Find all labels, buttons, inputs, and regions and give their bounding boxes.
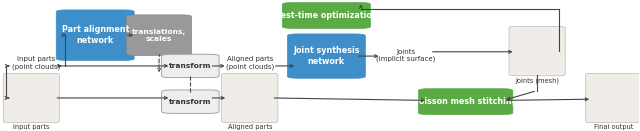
FancyBboxPatch shape <box>56 10 134 60</box>
Text: Test-time optimization: Test-time optimization <box>276 11 377 20</box>
FancyBboxPatch shape <box>3 73 60 123</box>
Text: transform: transform <box>169 99 212 105</box>
FancyBboxPatch shape <box>162 90 219 113</box>
Text: Final output: Final output <box>594 124 634 130</box>
FancyBboxPatch shape <box>282 2 371 28</box>
Text: Input parts: Input parts <box>13 124 49 130</box>
FancyBboxPatch shape <box>162 54 219 78</box>
Text: Aligned parts: Aligned parts <box>227 124 272 130</box>
FancyBboxPatch shape <box>287 34 365 78</box>
Text: Part alignment
network: Part alignment network <box>61 25 129 45</box>
FancyBboxPatch shape <box>586 73 640 123</box>
FancyBboxPatch shape <box>419 89 513 115</box>
Text: Joints
(implicit surface): Joints (implicit surface) <box>376 49 435 62</box>
Text: Input parts
(point clouds): Input parts (point clouds) <box>12 56 60 70</box>
FancyBboxPatch shape <box>509 27 565 76</box>
Text: translations,
scales: translations, scales <box>132 29 186 42</box>
Text: Joints (mesh): Joints (mesh) <box>515 78 559 84</box>
FancyBboxPatch shape <box>221 73 278 123</box>
Text: transform: transform <box>169 63 212 69</box>
Text: Poisson mesh stitching: Poisson mesh stitching <box>413 97 518 106</box>
FancyBboxPatch shape <box>127 15 191 55</box>
Text: Aligned parts
(point clouds): Aligned parts (point clouds) <box>226 56 274 70</box>
Text: Joint synthesis
network: Joint synthesis network <box>293 46 360 66</box>
